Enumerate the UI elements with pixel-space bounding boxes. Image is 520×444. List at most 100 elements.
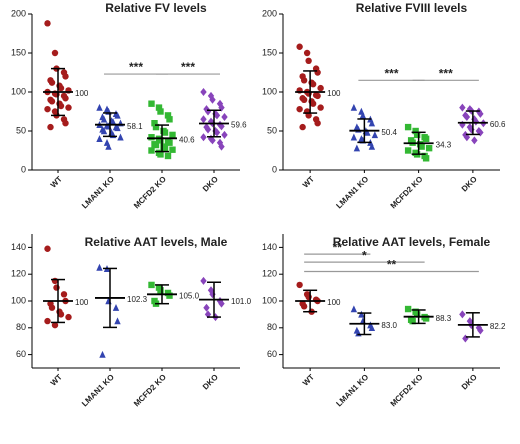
significance-label: *** [181,60,195,74]
point [368,119,376,127]
point [151,120,158,127]
point [314,120,321,127]
y-tick-label: 60 [16,349,26,359]
point [364,128,371,136]
point [409,317,416,325]
mean-label: 100 [327,89,341,98]
point [157,287,164,294]
y-tick-label: 140 [262,242,277,252]
point [299,123,306,131]
mean-label: 102.3 [127,295,148,304]
point [203,123,210,132]
point [62,95,69,102]
point [296,281,303,289]
mean-label: 34.3 [436,140,452,149]
significance-label: *** [129,60,143,74]
point [303,49,311,57]
point [105,142,112,150]
point [164,152,172,160]
point [65,313,72,321]
point [463,133,471,142]
point [350,305,358,313]
y-tick-label: 200 [11,8,26,18]
x-tick-label: DKO [460,373,479,392]
point [166,139,173,146]
point [314,92,321,100]
mean-label: 101.0 [231,297,252,306]
x-tick-label: DKO [201,373,220,392]
point [466,123,474,132]
point [48,79,56,86]
y-tick-label: 60 [267,349,277,359]
point [200,88,207,96]
point [100,115,108,123]
point [471,136,478,145]
point [57,84,65,92]
point [96,135,103,142]
significance-label: ** [387,258,397,272]
y-tick-label: 100 [262,295,277,305]
point [65,104,72,111]
chart-title: Relative AAT levels, Male [85,235,228,249]
point [300,77,308,84]
point [221,130,228,139]
point [203,105,210,114]
point [148,134,155,141]
point [300,96,308,104]
point [166,116,173,123]
point [161,144,169,152]
point [164,112,172,119]
point [305,57,312,64]
point [463,112,471,121]
point [425,144,433,152]
point [459,103,466,112]
point [218,299,225,308]
point [114,111,121,119]
mean-label: 105.0 [179,291,200,300]
y-tick-label: 80 [267,322,277,332]
point [114,317,121,325]
point [309,100,317,107]
point [51,277,59,285]
x-tick-label: WT [301,372,316,387]
point [96,103,103,111]
point [200,276,207,285]
point [359,111,367,119]
point [422,315,430,322]
point [62,120,69,127]
y-tick-label: 140 [11,242,26,252]
point [462,334,469,343]
point [209,290,216,299]
x-tick-label: MCFD2 KO [132,175,168,211]
point [358,310,365,318]
point [216,297,224,305]
point [157,151,164,158]
point [203,303,210,312]
mean-label: 83.0 [381,321,397,330]
point [112,304,120,311]
point [422,155,430,162]
point [218,103,225,112]
point [166,292,173,299]
y-tick-label: 200 [262,8,277,18]
point [57,311,65,318]
y-tick-label: 120 [11,269,26,279]
point [44,105,51,113]
mean-label: 59.6 [231,121,247,130]
point [317,84,324,92]
point [404,147,412,154]
point [117,133,124,141]
mean-label: 100 [75,298,89,307]
point [353,144,361,152]
point [148,147,155,154]
x-tick-label: DKO [460,175,479,194]
point [51,321,59,329]
mean-label: 50.4 [381,128,397,137]
point [148,281,155,289]
x-tick-label: WT [301,174,316,189]
point [148,100,155,107]
chart-title: Relative AAT levels, Female [333,235,491,249]
point [368,324,376,331]
y-tick-label: 120 [262,269,277,279]
point [114,124,121,132]
